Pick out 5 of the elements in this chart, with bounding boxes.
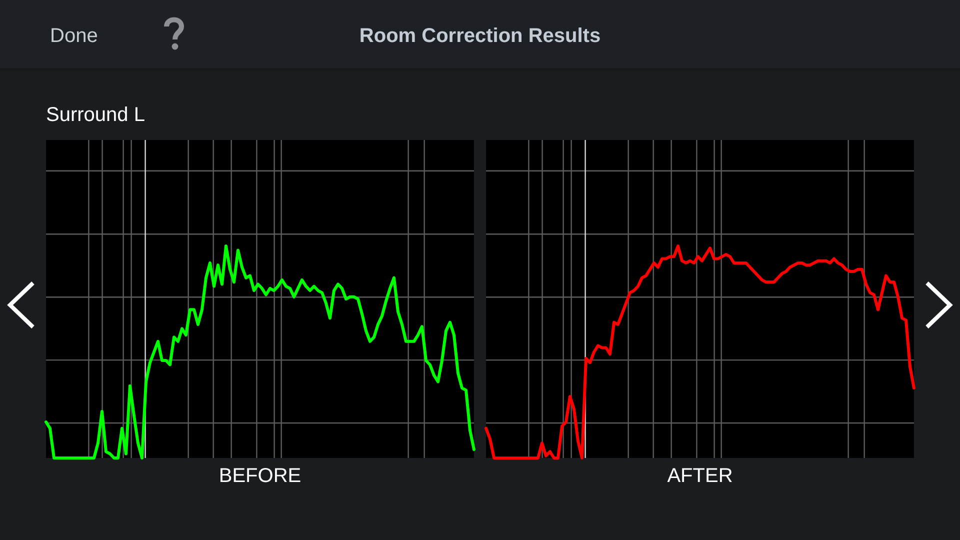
x-axis-title: AFTER	[667, 465, 733, 487]
chart-title: Room Correction Results	[359, 25, 601, 47]
chart-subtitle: Surround L	[46, 104, 145, 126]
x-axis-title: BEFORE	[218, 465, 302, 487]
text: Done	[50, 25, 98, 47]
